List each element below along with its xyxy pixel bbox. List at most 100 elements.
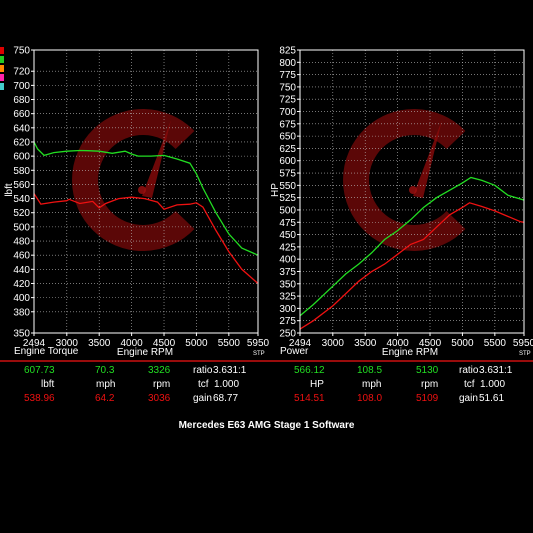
c-logo-icon	[72, 109, 195, 251]
torque-y-axis-label: lbft	[4, 183, 15, 197]
power-series-line-green	[299, 176, 525, 317]
power-x-tick-label: 4500	[419, 338, 442, 349]
power-y-tick-label: 775	[279, 70, 296, 81]
footer-title: Mercedes E63 AMG Stage 1 Software	[178, 420, 355, 431]
torque-x-tick-label: 3000	[56, 338, 79, 349]
torque-chart-title: Engine Torque	[14, 346, 79, 357]
run2-gain-label: gain	[193, 393, 212, 404]
power-y-tick-label: 350	[279, 279, 296, 290]
torque-x-tick-label: 5500	[218, 338, 241, 349]
legend-swatch	[0, 65, 4, 72]
power-y-tick-label: 375	[279, 267, 296, 278]
run1-hp-ratio-value: 3.631:1	[479, 365, 513, 376]
power-y-tick-label: 600	[279, 156, 296, 167]
power-y-tick-label: 575	[279, 169, 296, 180]
power-x-tick-label: 4000	[386, 338, 409, 349]
power-y-tick-label: 800	[279, 58, 296, 69]
run1-ratio-label: ratio	[193, 365, 213, 376]
power-y-tick-label: 750	[279, 82, 296, 93]
torque-y-tick-label: 720	[13, 67, 30, 78]
run2-hp-mph-value: 108.0	[357, 393, 383, 404]
torque-y-tick-label: 660	[13, 109, 30, 120]
power-y-axis-label: HP	[270, 183, 281, 197]
units-tcf-label: tcf	[198, 379, 209, 390]
legend-swatch	[0, 74, 4, 81]
torque-y-tick-label: 420	[13, 279, 30, 290]
torque-y-tick-label: 380	[13, 307, 30, 318]
power-y-tick-label: 825	[279, 46, 296, 57]
power-y-tick-label: 300	[279, 304, 296, 315]
units-hp-rpm: rpm	[421, 379, 439, 390]
run2-mph-value: 64.2	[95, 393, 115, 404]
run2-hp-rpm-value: 5109	[416, 393, 439, 404]
units-rpm: rpm	[153, 379, 171, 390]
torque-y-tick-label: 560	[13, 180, 30, 191]
power-y-tick-label: 500	[279, 205, 296, 216]
power-y-tick-label: 275	[279, 316, 296, 327]
power-plot-frame	[299, 49, 525, 334]
torque-corner-label: STP	[253, 351, 265, 357]
torque-y-tick-label: 460	[13, 251, 30, 262]
units-tcf-value: 1.000	[214, 379, 240, 390]
power-y-tick-label: 475	[279, 218, 296, 229]
run1-mph-value: 70.3	[95, 365, 115, 376]
units-hp: HP	[310, 379, 324, 390]
torque-series-line-green	[33, 141, 259, 256]
power-chart: 2502753003253503754004254504755005255505…	[270, 46, 533, 359]
units-torque: lbft	[41, 379, 55, 390]
power-y-tick-label: 525	[279, 193, 296, 204]
power-y-tick-label: 550	[279, 181, 296, 192]
torque-plot-frame	[33, 49, 259, 334]
run1-rpm-value: 3326	[148, 365, 171, 376]
run2-hp-gain-value: 51.61	[479, 393, 505, 404]
power-y-tick-label: 250	[279, 329, 296, 340]
torque-y-tick-label: 500	[13, 222, 30, 233]
torque-y-tick-label: 640	[13, 123, 30, 134]
power-y-tick-label: 625	[279, 144, 296, 155]
run1-hp-mph-value: 108.5	[357, 365, 383, 376]
torque-y-tick-label: 750	[13, 46, 30, 57]
torque-y-tick-label: 580	[13, 166, 30, 177]
power-x-tick-label: 3500	[354, 338, 377, 349]
torque-x-tick-label: 5000	[185, 338, 208, 349]
legend-swatches	[0, 47, 4, 90]
torque-y-tick-label: 600	[13, 152, 30, 163]
units-hp-tcf-label: tcf	[464, 379, 475, 390]
power-y-tick-label: 400	[279, 255, 296, 266]
run2-hp-gain-label: gain	[459, 393, 478, 404]
power-y-tick-label: 450	[279, 230, 296, 241]
legend-swatch	[0, 47, 4, 54]
power-x-tick-label: 2494	[289, 338, 312, 349]
torque-x-tick-label: 4500	[153, 338, 176, 349]
units-hp-tcf-value: 1.000	[480, 379, 506, 390]
run2-torque-value: 538.96	[24, 393, 55, 404]
legend-swatch	[0, 83, 4, 90]
power-x-tick-label: 5000	[451, 338, 474, 349]
torque-x-tick-label: 2494	[23, 338, 46, 349]
torque-chart: 350 380 400 420 440 460 480 500 520 540 560 580 600 6…	[4, 46, 270, 359]
power-chart-title: Power	[280, 346, 309, 357]
units-hp-mph: mph	[362, 379, 382, 390]
power-y-tick-label: 700	[279, 107, 296, 118]
torque-y-tick-label: 520	[13, 208, 30, 219]
run2-hp-value: 514.51	[294, 393, 325, 404]
run1-hp-ratio-label: ratio	[459, 365, 479, 376]
torque-x-tick-label: 4000	[120, 338, 143, 349]
run1-ratio-value: 3.631:1	[213, 365, 247, 376]
torque-x-tick-label: 3500	[88, 338, 111, 349]
power-y-tick-label: 675	[279, 119, 296, 130]
torque-x-axis-label: Engine RPM	[117, 347, 173, 358]
torque-series-line-red	[33, 193, 259, 284]
legend-swatch	[0, 56, 4, 63]
torque-y-tick-label: 700	[13, 81, 30, 92]
run2-rpm-value: 3036	[148, 393, 171, 404]
power-series-line-red	[299, 202, 525, 330]
power-y-tick-label: 325	[279, 292, 296, 303]
torque-y-tick-label: 540	[13, 194, 30, 205]
run1-hp-value: 566.12	[294, 365, 325, 376]
power-x-tick-label: 5500	[484, 338, 507, 349]
power-y-tick-label: 650	[279, 132, 296, 143]
power-x-tick-label: 5950	[513, 338, 533, 349]
torque-y-tick-label: 400	[13, 293, 30, 304]
power-x-tick-label: 3000	[322, 338, 345, 349]
